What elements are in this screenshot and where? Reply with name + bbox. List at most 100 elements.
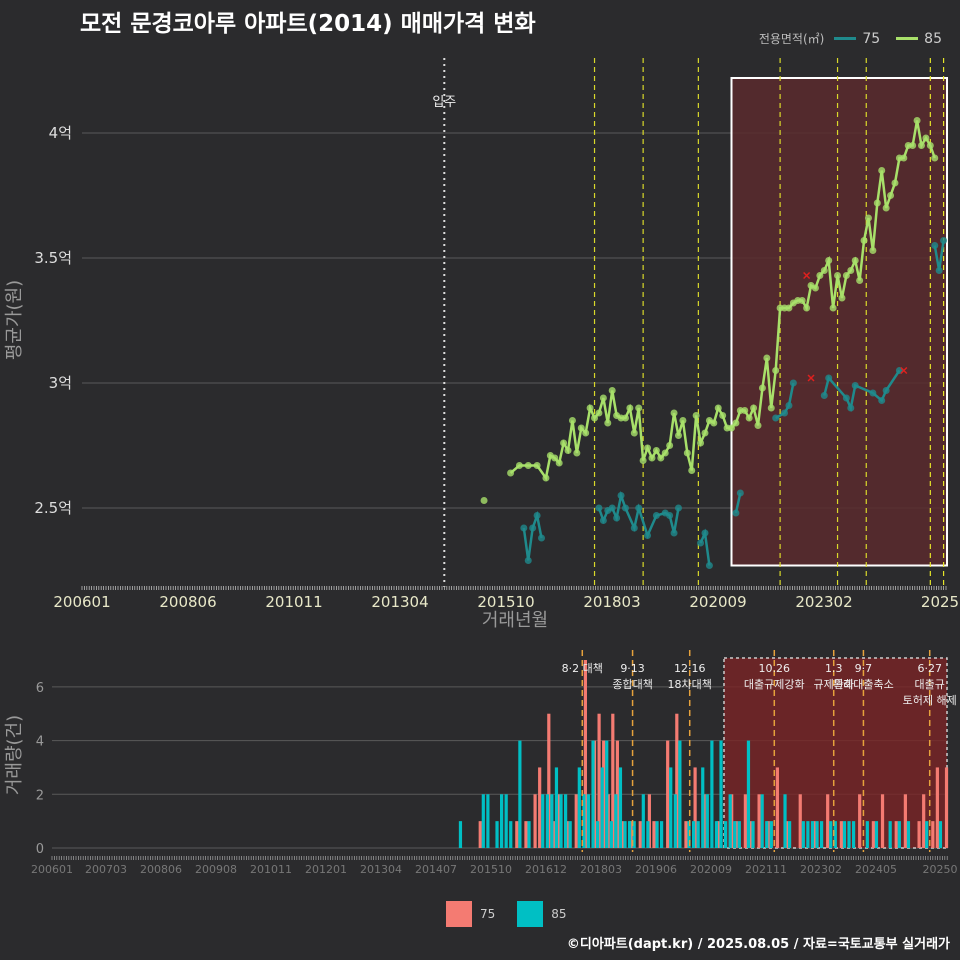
bar-85 bbox=[495, 821, 499, 848]
bar-85 bbox=[504, 794, 508, 848]
data-point-85 bbox=[542, 474, 550, 482]
bar-75 bbox=[775, 767, 779, 848]
bar-85 bbox=[646, 821, 650, 848]
x-tick-label: 201803 bbox=[583, 593, 640, 611]
data-point-85 bbox=[635, 404, 643, 412]
bar-75 bbox=[597, 713, 601, 848]
data-point-85 bbox=[838, 294, 846, 302]
bar-85 bbox=[458, 821, 463, 848]
x2-tick-label: 201304 bbox=[360, 863, 402, 876]
data-point-75 bbox=[613, 514, 621, 522]
data-point-75 bbox=[825, 374, 833, 382]
legend-bottom: 75 85 bbox=[446, 901, 567, 927]
data-point-85 bbox=[878, 167, 886, 174]
data-point-75 bbox=[935, 267, 943, 274]
data-point-75 bbox=[781, 409, 789, 417]
data-point-85 bbox=[798, 297, 806, 304]
bar-75 bbox=[652, 821, 656, 848]
bar-75 bbox=[839, 821, 843, 848]
data-point-75 bbox=[785, 402, 793, 409]
data-point-85 bbox=[891, 179, 899, 187]
bar-85 bbox=[719, 740, 723, 848]
series-line-75 bbox=[775, 382, 795, 420]
bar-75 bbox=[894, 821, 898, 848]
bar-85 bbox=[728, 794, 732, 848]
bar-75 bbox=[666, 740, 670, 848]
bar-85 bbox=[888, 821, 892, 848]
bar-75 bbox=[524, 821, 528, 848]
bar-75 bbox=[871, 821, 875, 848]
data-point-85 bbox=[900, 154, 908, 162]
data-point-85 bbox=[573, 449, 581, 457]
data-point-85 bbox=[591, 414, 599, 422]
bar-85 bbox=[705, 794, 709, 848]
data-point-85 bbox=[714, 404, 722, 412]
bar-85 bbox=[541, 794, 545, 848]
x2-tick-label: 200703 bbox=[85, 863, 127, 876]
bar-85 bbox=[692, 821, 696, 848]
data-point-85 bbox=[648, 454, 656, 462]
y2-tick-label: 2 bbox=[36, 788, 44, 803]
bar-75 bbox=[903, 794, 907, 848]
x2-tick-label: 202405 bbox=[855, 863, 897, 876]
bar-85 bbox=[765, 821, 769, 848]
legend-bottom-item-75: 75 bbox=[480, 907, 496, 921]
bar-75 bbox=[647, 794, 651, 848]
data-point-85 bbox=[507, 469, 515, 477]
data-point-85 bbox=[657, 454, 665, 462]
data-point-85 bbox=[626, 404, 634, 412]
x2-tick-label: 201612 bbox=[525, 863, 567, 876]
footer-credit: ©디아파트(dapt.kr) / 2025.08.05 / 자료=국토교통부 실… bbox=[566, 937, 950, 952]
policy-label: 종합대책 bbox=[612, 678, 652, 691]
y-tick-label: 4억 bbox=[49, 124, 72, 142]
x2-tick-label: 200908 bbox=[195, 863, 237, 876]
bar-75 bbox=[931, 821, 935, 848]
bar-85 bbox=[897, 821, 901, 848]
bar-75 bbox=[944, 767, 949, 848]
data-point-75 bbox=[666, 512, 674, 519]
data-point-85 bbox=[599, 394, 607, 402]
bar-85 bbox=[751, 821, 755, 848]
bar-85 bbox=[600, 767, 604, 848]
bar-85 bbox=[829, 821, 833, 848]
data-point-85 bbox=[745, 414, 753, 422]
data-point-85 bbox=[630, 429, 638, 437]
legend-swatch-85 bbox=[896, 37, 919, 40]
bar-85 bbox=[701, 767, 705, 848]
data-point-85 bbox=[595, 409, 603, 417]
series-line-75 bbox=[699, 528, 711, 566]
data-point-85 bbox=[869, 247, 877, 254]
data-point-85 bbox=[560, 439, 568, 447]
bar-75 bbox=[675, 713, 679, 848]
bar-85 bbox=[486, 794, 490, 848]
bar-75 bbox=[684, 821, 688, 848]
data-point-75 bbox=[882, 387, 890, 394]
bar-85 bbox=[632, 821, 636, 848]
data-point-75 bbox=[608, 504, 616, 512]
data-point-85 bbox=[803, 304, 811, 312]
data-point-85 bbox=[710, 419, 718, 427]
policy-label: 9·13 bbox=[620, 662, 645, 675]
legend-bottom-item-85: 85 bbox=[551, 907, 567, 921]
data-point-85 bbox=[586, 404, 594, 412]
data-point-75 bbox=[621, 504, 629, 512]
bar-85 bbox=[673, 794, 677, 848]
data-point-85 bbox=[816, 272, 824, 279]
policy-label: 9·7 bbox=[855, 662, 873, 675]
data-point-85 bbox=[847, 267, 855, 274]
data-point-85 bbox=[829, 304, 837, 312]
bar-85 bbox=[724, 821, 728, 848]
x-tick-label: 200601 bbox=[53, 593, 110, 611]
bar-75 bbox=[757, 794, 761, 848]
data-point-85 bbox=[732, 419, 740, 427]
data-point-85 bbox=[926, 142, 934, 149]
data-point-85 bbox=[811, 284, 819, 292]
policy-label: 규제완화 bbox=[813, 678, 853, 691]
x-tick-label: 200806 bbox=[159, 593, 216, 611]
data-point-75 bbox=[529, 524, 537, 532]
data-point-85 bbox=[577, 424, 585, 432]
bar-85 bbox=[518, 740, 522, 848]
bar-85 bbox=[833, 821, 837, 848]
bar-75 bbox=[538, 767, 542, 848]
